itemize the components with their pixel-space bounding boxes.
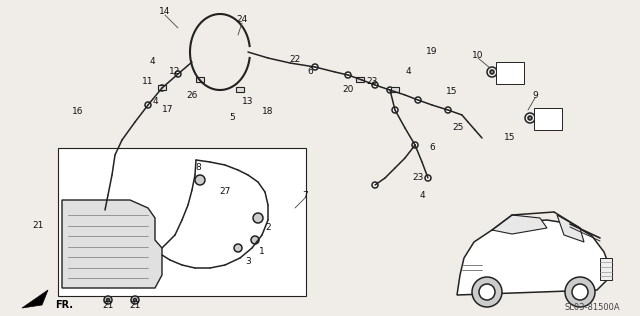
Polygon shape (457, 220, 610, 295)
Text: 10: 10 (472, 51, 484, 59)
Text: 5: 5 (229, 113, 235, 123)
Text: 21: 21 (32, 221, 44, 229)
Text: 4: 4 (419, 191, 425, 199)
Polygon shape (22, 290, 48, 308)
Text: 23: 23 (412, 173, 424, 183)
Circle shape (425, 175, 431, 181)
Circle shape (145, 102, 151, 108)
Circle shape (412, 142, 418, 148)
Circle shape (392, 107, 398, 113)
Circle shape (345, 72, 351, 78)
Circle shape (104, 296, 112, 304)
Bar (58, 148, 306, 296)
Bar (158, 85, 166, 90)
Bar (600, 258, 612, 280)
Text: 3: 3 (245, 258, 251, 266)
Text: 6: 6 (307, 68, 313, 76)
Text: 8: 8 (195, 163, 201, 173)
Text: 15: 15 (446, 88, 458, 96)
Circle shape (134, 299, 136, 301)
Bar (356, 77, 364, 82)
Circle shape (253, 213, 263, 223)
Text: SL03-81500A: SL03-81500A (564, 303, 620, 313)
Text: 12: 12 (170, 68, 180, 76)
Text: 1: 1 (259, 247, 265, 257)
Circle shape (387, 87, 393, 93)
Circle shape (572, 284, 588, 300)
Text: 9: 9 (532, 90, 538, 100)
Text: 16: 16 (72, 107, 84, 117)
Circle shape (372, 182, 378, 188)
Circle shape (445, 107, 451, 113)
Circle shape (487, 67, 497, 77)
Text: 20: 20 (342, 86, 354, 94)
Circle shape (234, 244, 242, 252)
Circle shape (525, 113, 535, 123)
Text: 27: 27 (220, 187, 230, 197)
Text: 6: 6 (429, 143, 435, 153)
Text: 14: 14 (159, 8, 171, 16)
Text: 21: 21 (129, 301, 141, 309)
Polygon shape (557, 215, 584, 242)
Circle shape (565, 277, 595, 307)
Bar (391, 87, 399, 92)
Text: 15: 15 (504, 133, 516, 143)
Bar (196, 77, 204, 82)
Circle shape (195, 175, 205, 185)
Circle shape (372, 82, 378, 88)
Circle shape (479, 284, 495, 300)
Text: 2: 2 (265, 223, 271, 233)
Text: 4: 4 (152, 98, 158, 106)
Bar (496, 62, 524, 84)
Text: 25: 25 (452, 124, 464, 132)
Text: 26: 26 (186, 90, 198, 100)
Text: 24: 24 (236, 15, 248, 25)
Text: 21: 21 (102, 301, 114, 309)
Text: 13: 13 (243, 98, 253, 106)
Text: 22: 22 (289, 56, 301, 64)
Circle shape (490, 70, 494, 74)
Text: 23: 23 (366, 77, 378, 87)
Text: 4: 4 (149, 58, 155, 66)
Polygon shape (492, 215, 547, 234)
Circle shape (106, 299, 109, 301)
Text: 4: 4 (405, 68, 411, 76)
Bar (236, 87, 244, 92)
Circle shape (312, 64, 318, 70)
Bar (534, 108, 562, 130)
Circle shape (131, 296, 139, 304)
Text: 7: 7 (302, 191, 308, 199)
Text: 11: 11 (142, 77, 154, 87)
Circle shape (251, 236, 259, 244)
Text: 19: 19 (426, 47, 438, 57)
Text: 18: 18 (262, 107, 274, 117)
Text: 17: 17 (163, 106, 173, 114)
Circle shape (472, 277, 502, 307)
Circle shape (528, 116, 532, 120)
Circle shape (175, 71, 181, 77)
Circle shape (415, 97, 421, 103)
Polygon shape (62, 200, 162, 288)
Circle shape (159, 85, 165, 91)
Text: FR.: FR. (55, 300, 73, 310)
